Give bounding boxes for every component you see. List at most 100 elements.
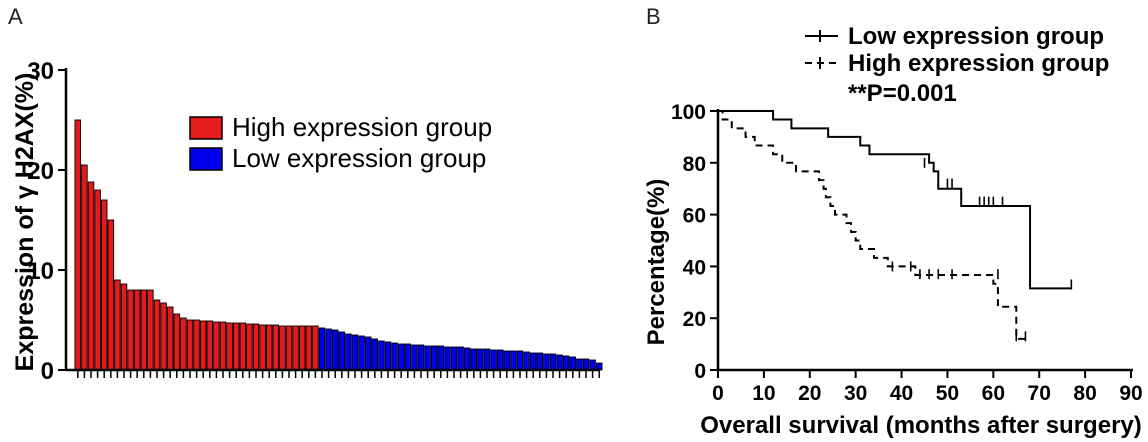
bar-high-expression <box>147 289 154 371</box>
bar-high-expression <box>239 322 247 371</box>
y-tick-label: 100 <box>671 101 706 124</box>
x-tick-label: 40 <box>890 382 913 405</box>
bar-low-expression <box>562 355 570 371</box>
bar-high-expression <box>252 323 260 371</box>
bar-high-expression <box>259 324 266 371</box>
y-tick-label: 30 <box>27 58 54 85</box>
bar-high-expression <box>114 279 121 371</box>
survival-curve-low <box>718 110 1072 290</box>
bar-high-expression <box>153 299 161 371</box>
bar-low-expression <box>331 329 339 371</box>
bar-high-expression <box>74 119 82 371</box>
bar-high-expression <box>160 302 167 371</box>
y-tick-label: 10 <box>27 258 54 285</box>
panel-b: B Percentage(%) Overall survival (months… <box>643 4 1143 439</box>
x-tick-label: 70 <box>1028 382 1051 405</box>
bar-low-expression <box>483 348 491 371</box>
x-tick-label: 50 <box>936 382 959 405</box>
y-tick-label: 20 <box>27 158 54 185</box>
x-tick-label: 10 <box>752 382 775 405</box>
bar-high-expression <box>265 324 273 371</box>
legend-b-label-high: High expression group <box>848 50 1109 77</box>
panel-a: A Expression of γ H2AX(%) 0 10 20 30 High e… <box>8 4 603 385</box>
bar-high-expression <box>186 319 194 371</box>
bar-high-expression <box>199 320 207 371</box>
bar-high-expression <box>100 199 108 371</box>
bar-high-expression <box>127 289 134 371</box>
p-value-annotation: **P=0.001 <box>848 80 957 107</box>
x-tick-label: 60 <box>982 382 1005 405</box>
legend-line-high <box>805 57 838 69</box>
panel-b-x-axis-label: Overall survival (months after surgery) <box>700 412 1142 439</box>
x-tick-label: 80 <box>1073 382 1096 405</box>
bar-high-expression <box>193 319 200 371</box>
bar-low-expression <box>510 350 517 371</box>
bar-low-expression <box>477 348 484 371</box>
bar-high-expression <box>232 322 240 371</box>
bar-low-expression <box>490 349 497 371</box>
bar-low-expression <box>417 344 425 371</box>
bar-high-expression <box>213 321 220 371</box>
panel-b-ticks: 0 10 20 30 40 50 60 70 80 90 0 20 40 60 80 100 <box>671 101 1143 405</box>
bar-low-expression <box>556 354 563 371</box>
bar-low-expression <box>450 346 458 371</box>
panel-a-y-ticks: 0 10 20 30 <box>27 58 600 385</box>
panel-a-legend: High expression group Low expression gro… <box>189 112 492 173</box>
bar-low-expression <box>338 331 346 371</box>
bar-low-expression <box>318 327 326 371</box>
y-tick-label: 40 <box>683 256 706 279</box>
bar-low-expression <box>470 348 478 371</box>
y-tick-label: 80 <box>683 153 706 176</box>
bar-low-expression <box>516 350 524 371</box>
bar-high-expression <box>206 320 214 371</box>
panel-a-axes <box>64 68 600 372</box>
bar-high-expression <box>87 181 95 371</box>
bar-low-expression <box>364 336 372 371</box>
bar-high-expression <box>292 325 299 371</box>
panel-a-label: A <box>8 4 23 29</box>
panel-b-label: B <box>646 4 661 29</box>
bar-low-expression <box>523 351 530 371</box>
bar-high-expression <box>140 289 148 371</box>
y-tick-label: 0 <box>41 358 54 385</box>
bar-low-expression <box>444 346 451 371</box>
bar-low-expression <box>536 352 544 371</box>
bar-low-expression <box>424 345 431 371</box>
bar-high-expression <box>226 322 233 371</box>
bar-low-expression <box>503 350 511 371</box>
bar-low-expression <box>391 342 398 371</box>
panel-b-axes <box>716 109 1133 372</box>
bar-low-expression <box>384 341 392 371</box>
panel-b-curves <box>718 110 1073 342</box>
bar-high-expression <box>246 323 253 371</box>
bar-low-expression <box>576 358 583 371</box>
survival-curve-high <box>718 110 1026 340</box>
bar-low-expression <box>397 343 405 371</box>
legend-line-low <box>805 30 838 42</box>
bar-high-expression <box>285 325 293 371</box>
y-tick-label: 60 <box>683 205 706 228</box>
bar-low-expression <box>582 358 590 371</box>
legend-swatch-high <box>189 116 223 140</box>
legend-label-high: High expression group <box>232 112 492 142</box>
bar-low-expression <box>351 334 359 371</box>
y-tick-label: 20 <box>683 308 706 331</box>
bar-high-expression <box>312 325 319 371</box>
panel-b-y-axis-label: Percentage(%) <box>643 179 670 346</box>
x-tick-label: 20 <box>798 382 821 405</box>
bar-low-expression <box>404 343 412 371</box>
panel-a-y-axis-label: Expression of γ H2AX(%) <box>11 73 39 372</box>
bar-high-expression <box>305 325 313 371</box>
bar-high-expression <box>81 164 88 371</box>
bar-high-expression <box>219 321 227 371</box>
bar-high-expression <box>133 289 141 371</box>
x-tick-label: 90 <box>1119 382 1142 405</box>
bar-low-expression <box>463 347 471 371</box>
legend-label-low: Low expression group <box>232 143 486 173</box>
bar-high-expression <box>166 306 174 371</box>
bar-low-expression <box>457 346 464 371</box>
bar-low-expression <box>358 335 365 371</box>
bar-high-expression <box>180 317 187 371</box>
legend-swatch-low <box>189 147 223 171</box>
